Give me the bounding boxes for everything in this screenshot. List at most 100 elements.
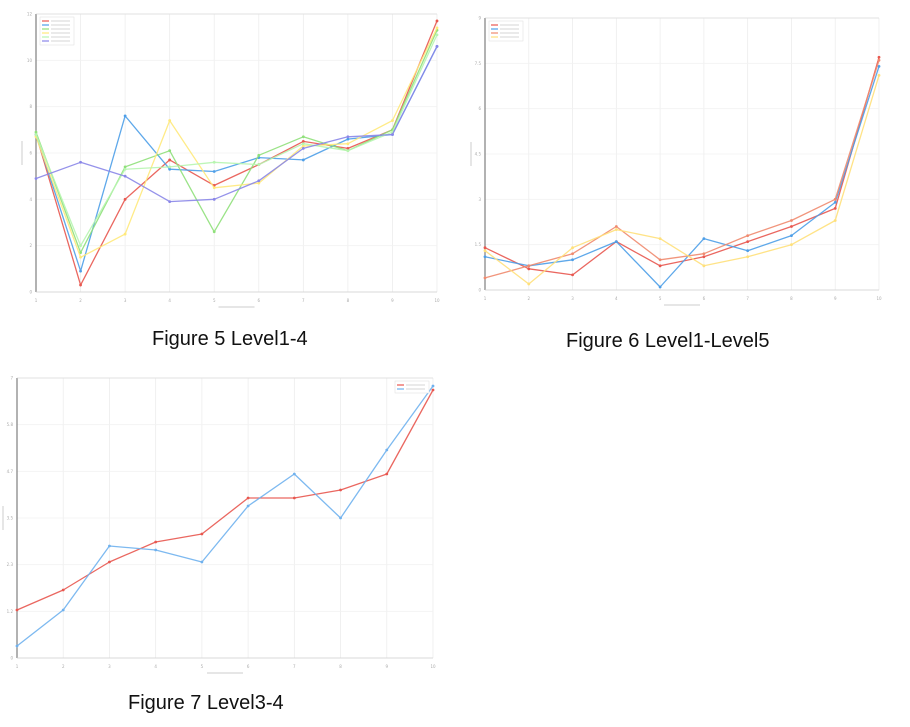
data-point bbox=[292, 496, 296, 500]
x-tick-label: 9 bbox=[391, 298, 394, 303]
x-tick-label: 1 bbox=[35, 298, 38, 303]
data-point bbox=[483, 249, 487, 253]
data-point bbox=[301, 140, 305, 143]
x-tick-label: 2 bbox=[62, 664, 65, 669]
x-tick-label: 9 bbox=[834, 296, 837, 301]
data-point bbox=[483, 276, 487, 280]
legend bbox=[39, 16, 75, 46]
data-point bbox=[246, 496, 250, 500]
data-point bbox=[435, 33, 439, 37]
data-point bbox=[746, 234, 750, 238]
data-point bbox=[658, 264, 662, 268]
data-point bbox=[34, 130, 38, 134]
x-tick-label: 10 bbox=[876, 296, 882, 301]
data-point bbox=[702, 255, 706, 259]
y-tick-label: 1.5 bbox=[475, 242, 482, 247]
data-point bbox=[527, 264, 531, 268]
data-point bbox=[108, 544, 111, 548]
figure-7-chart: 1 2 3 4 5 6 7 8 9 10 0 1.2 2.3 3.5 4.7 5.8 7 bbox=[2, 376, 436, 674]
data-point bbox=[877, 74, 881, 77]
y-tick-label: 0 bbox=[10, 656, 13, 661]
data-point bbox=[79, 160, 82, 164]
x-tick-label: 3 bbox=[571, 296, 574, 301]
data-point bbox=[483, 255, 487, 259]
data-point bbox=[877, 58, 881, 62]
data-point bbox=[833, 197, 837, 201]
data-point bbox=[658, 237, 662, 241]
legend bbox=[488, 20, 524, 42]
x-tick-label: 7 bbox=[746, 296, 749, 301]
y-tick-label: 6 bbox=[478, 106, 481, 111]
data-point bbox=[702, 252, 706, 256]
data-point bbox=[123, 114, 127, 118]
y-tick-label: 6 bbox=[29, 151, 32, 156]
data-point bbox=[168, 167, 172, 171]
data-point bbox=[833, 207, 837, 210]
legend bbox=[394, 380, 430, 394]
x-tick-label: 4 bbox=[154, 664, 157, 669]
data-point bbox=[61, 608, 65, 612]
data-point bbox=[346, 142, 350, 146]
data-point bbox=[877, 64, 881, 68]
series-line bbox=[16, 389, 434, 611]
data-point bbox=[15, 644, 19, 648]
data-point bbox=[168, 149, 172, 153]
data-point bbox=[483, 246, 487, 250]
data-point bbox=[257, 153, 261, 157]
data-point bbox=[154, 548, 158, 552]
x-tick-label: 6 bbox=[703, 296, 706, 301]
data-point bbox=[257, 163, 261, 166]
data-point bbox=[527, 282, 531, 286]
series-line bbox=[35, 46, 438, 203]
data-point bbox=[614, 240, 618, 244]
data-point bbox=[301, 146, 305, 150]
x-tick-label: 8 bbox=[347, 298, 350, 303]
figure-7-caption: Figure 7 Level3-4 bbox=[128, 692, 284, 714]
data-point bbox=[168, 158, 172, 162]
x-tick-label: 1 bbox=[16, 664, 19, 669]
data-point bbox=[833, 200, 837, 204]
y-tick-label: 7 bbox=[10, 376, 13, 381]
data-point bbox=[123, 165, 127, 169]
data-point bbox=[212, 160, 216, 164]
y-tick-label: 0 bbox=[478, 288, 481, 293]
series-line bbox=[35, 29, 438, 254]
x-tick-label: 8 bbox=[790, 296, 793, 301]
y-tick-label: 2 bbox=[29, 243, 32, 248]
y-tick-label: 8 bbox=[29, 104, 32, 109]
data-point bbox=[658, 258, 662, 262]
x-tick-label: 10 bbox=[430, 664, 436, 669]
data-point bbox=[168, 200, 172, 204]
data-point bbox=[614, 225, 618, 228]
data-point bbox=[658, 285, 662, 289]
x-tick-label: 5 bbox=[659, 296, 662, 301]
x-tick-label: 5 bbox=[201, 664, 204, 669]
data-point bbox=[790, 243, 793, 247]
data-point bbox=[154, 540, 158, 544]
x-tick-label: 6 bbox=[247, 664, 250, 669]
x-tick-label: 4 bbox=[615, 296, 618, 301]
data-point bbox=[200, 532, 204, 536]
x-tick-label: 4 bbox=[168, 298, 171, 303]
data-point bbox=[527, 267, 531, 271]
x-tick-label: 1 bbox=[484, 296, 487, 301]
data-point bbox=[212, 197, 216, 201]
data-point bbox=[746, 249, 750, 253]
figure-6-chart: 1 2 3 4 5 6 7 8 9 10 0 1.5 3 4.5 6 7.5 9 bbox=[470, 16, 882, 306]
data-point bbox=[346, 135, 350, 139]
x-tick-label: 10 bbox=[434, 298, 440, 303]
data-point bbox=[79, 251, 82, 255]
data-point bbox=[391, 119, 394, 122]
y-tick-label: 9 bbox=[478, 16, 481, 21]
series-line bbox=[35, 27, 438, 258]
data-point bbox=[435, 26, 439, 30]
data-point bbox=[746, 240, 750, 244]
x-tick-label: 5 bbox=[213, 298, 216, 303]
data-point bbox=[346, 149, 350, 153]
y-tick-label: 4.5 bbox=[475, 152, 482, 157]
data-point bbox=[702, 264, 706, 268]
data-point bbox=[431, 388, 435, 392]
data-point bbox=[292, 472, 296, 476]
data-point bbox=[702, 237, 706, 241]
y-tick-label: 0 bbox=[29, 290, 32, 295]
